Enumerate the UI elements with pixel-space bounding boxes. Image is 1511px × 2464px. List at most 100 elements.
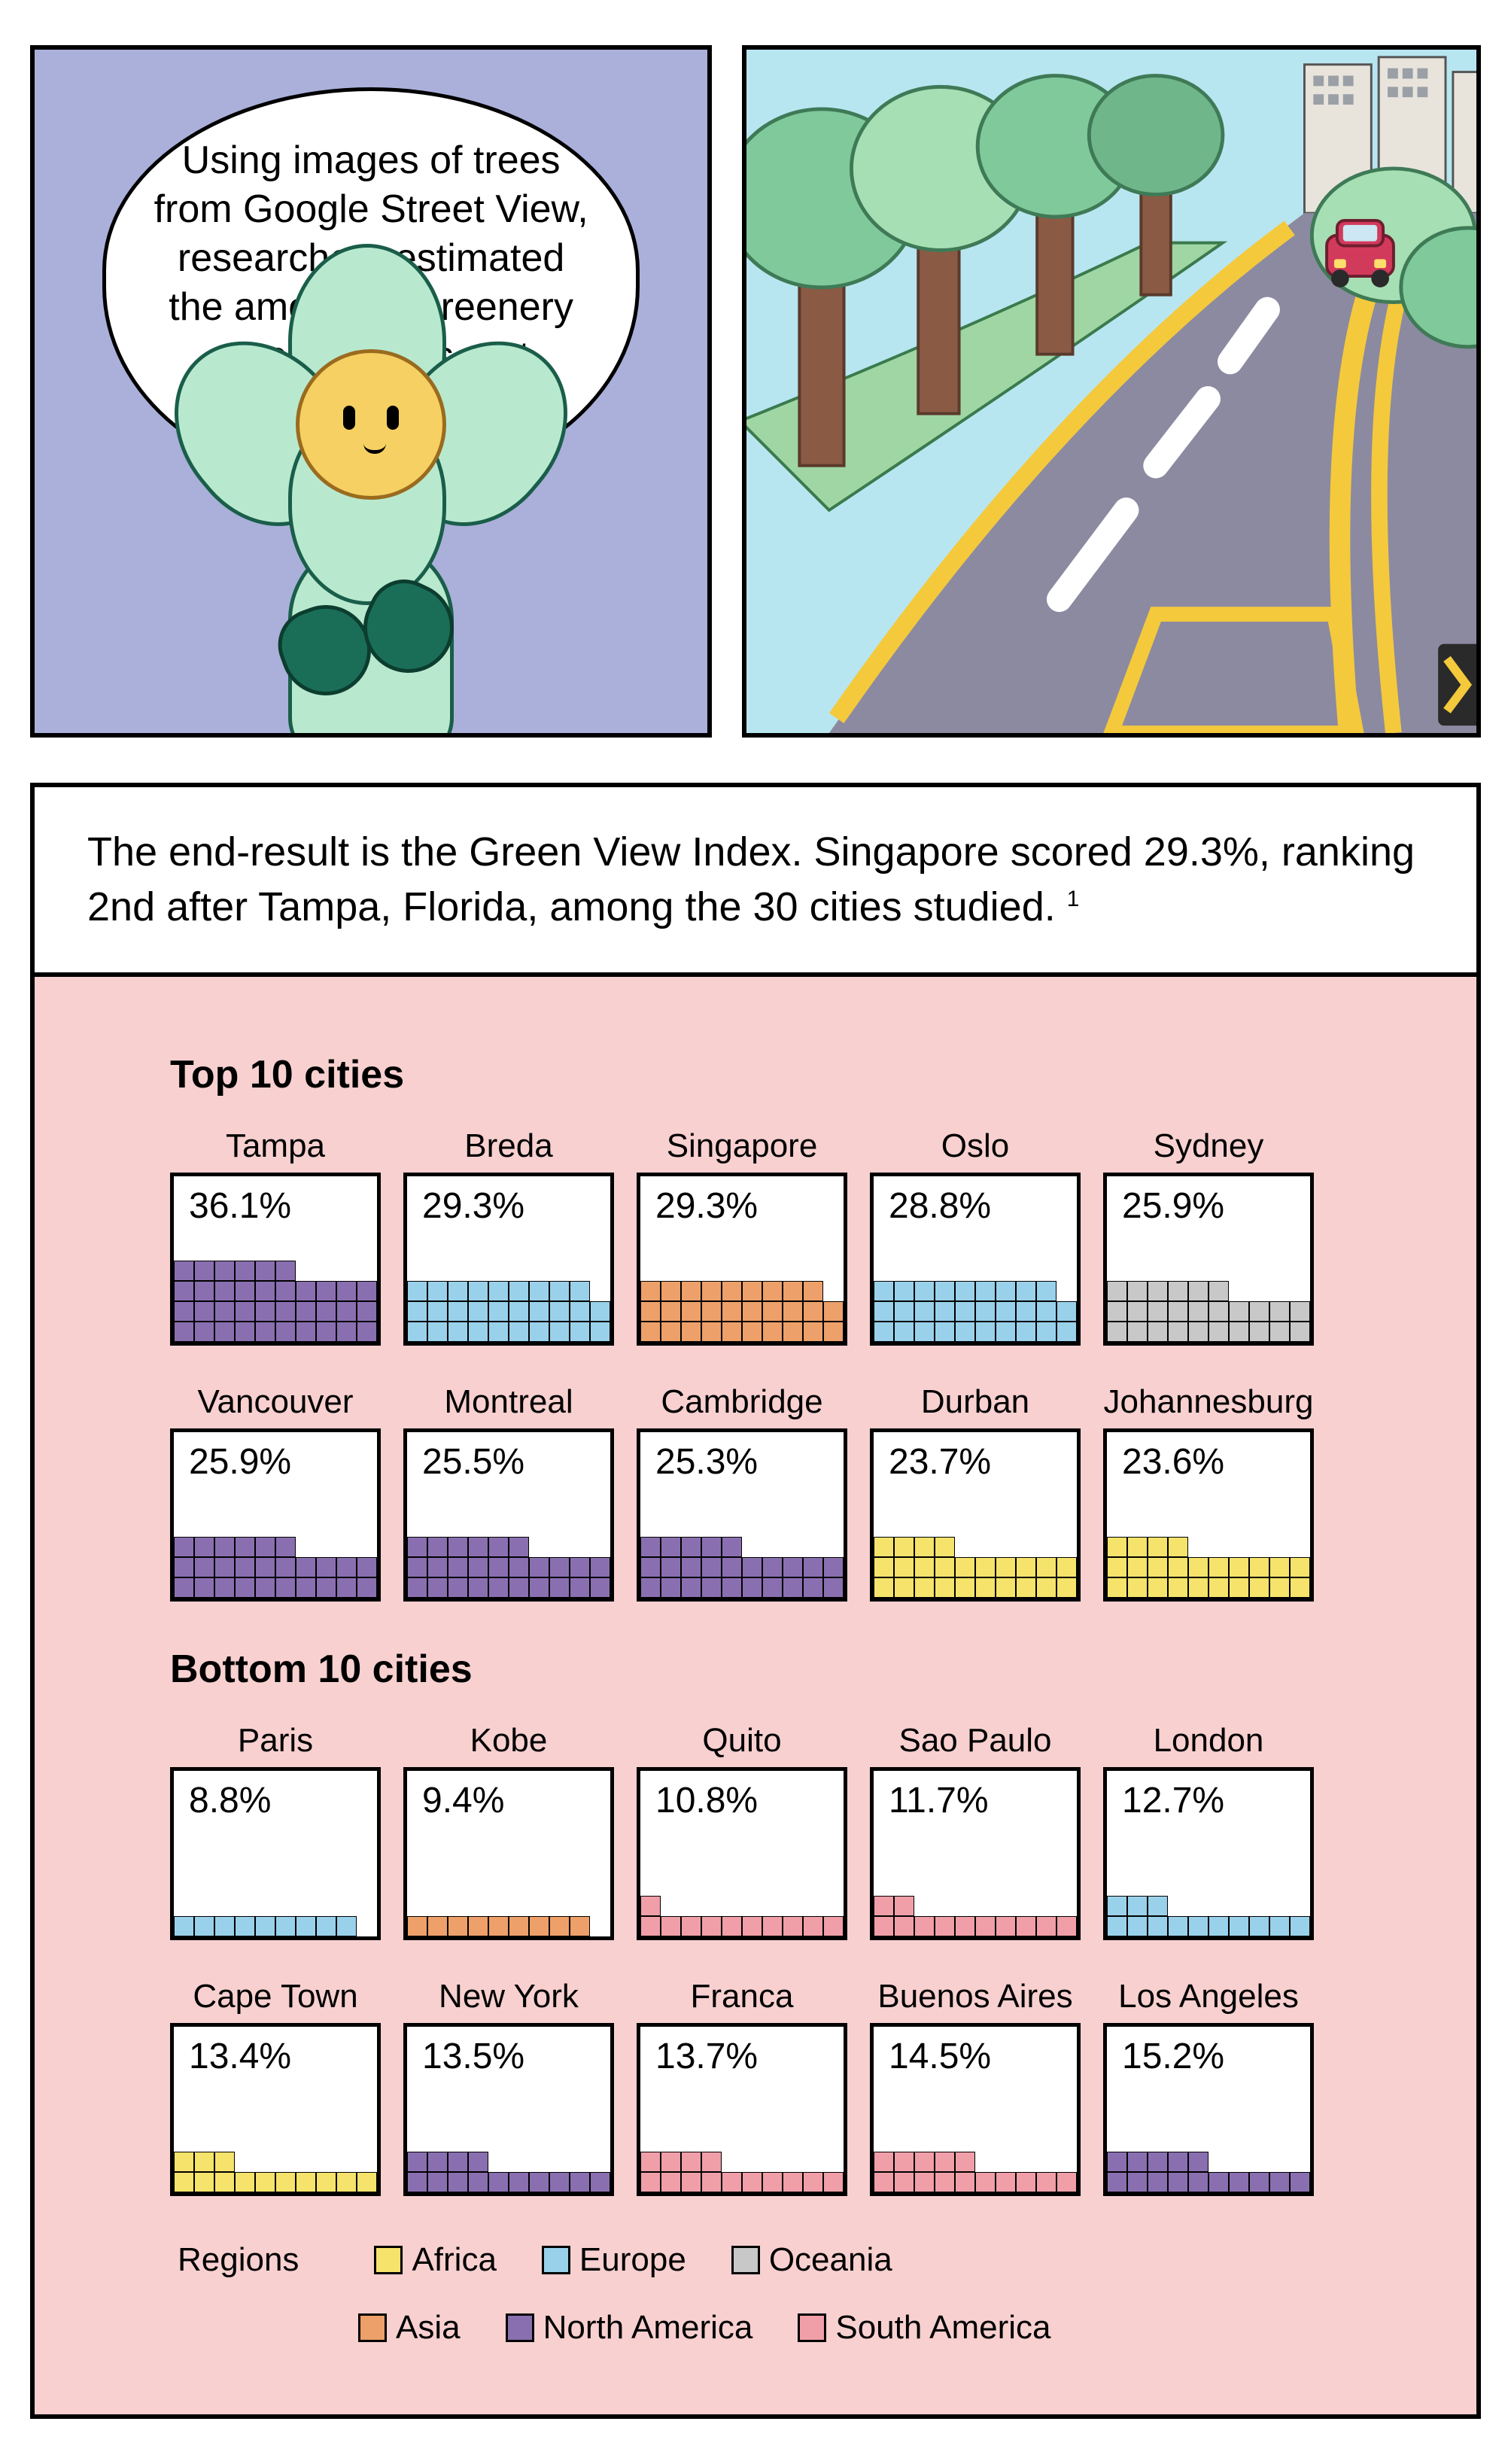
city-name: Kobe — [403, 1722, 614, 1760]
legend-item: Oceania — [731, 2241, 892, 2279]
city-box: 13.5% — [403, 2023, 614, 2196]
city-pct: 11.7% — [874, 1771, 1077, 1821]
legend-swatch — [798, 2313, 826, 2342]
city-name: Durban — [870, 1383, 1081, 1421]
city-card: Paris 8.8% — [170, 1722, 381, 1940]
city-name: Sydney — [1103, 1127, 1314, 1165]
city-name: Johannesburg — [1103, 1383, 1314, 1421]
city-pct: 29.3% — [640, 1176, 844, 1227]
city-box: 25.5% — [403, 1428, 614, 1602]
city-name: London — [1103, 1722, 1314, 1760]
city-name: Cape Town — [170, 1978, 381, 2015]
city-card: Kobe 9.4% — [403, 1722, 614, 1940]
city-box: 8.8% — [170, 1767, 381, 1940]
city-box: 25.9% — [170, 1428, 381, 1602]
city-card: New York13.5% — [403, 1978, 614, 2196]
city-box: 13.7% — [637, 2023, 847, 2196]
city-pct: 10.8% — [640, 1771, 844, 1821]
road-scene-svg — [746, 50, 1476, 733]
city-pct: 23.6% — [1107, 1432, 1310, 1483]
legend-swatch — [731, 2246, 760, 2274]
city-box: 23.7% — [870, 1428, 1081, 1602]
city-card: Johannesburg 23.6% — [1103, 1383, 1314, 1602]
city-box: 14.5% — [870, 2023, 1081, 2196]
city-box: 11.7% — [870, 1767, 1081, 1940]
city-pct: 15.2% — [1107, 2027, 1310, 2077]
city-card: Buenos Aires 14.5% — [870, 1978, 1081, 2196]
city-name: Quito — [637, 1722, 847, 1760]
city-pct: 23.7% — [874, 1432, 1077, 1483]
city-name: Oslo — [870, 1127, 1081, 1165]
comic-row: Using images of trees from Google Street… — [30, 45, 1481, 738]
city-name: Tampa — [170, 1127, 381, 1165]
city-card: Montreal 25.5% — [403, 1383, 614, 1602]
city-card: Cape Town 13.4% — [170, 1978, 381, 2196]
city-card: Los Angeles 15.2% — [1103, 1978, 1314, 2196]
city-card: Sao Paulo11.7% — [870, 1722, 1081, 1940]
city-name: Buenos Aires — [870, 1978, 1081, 2015]
caption-text: The end-result is the Green View Index. … — [87, 829, 1415, 929]
legend-item: South America — [798, 2309, 1050, 2347]
legend-item: Europe — [542, 2241, 686, 2279]
legend-label: North America — [543, 2309, 753, 2347]
city-pct: 12.7% — [1107, 1771, 1310, 1821]
city-pct: 28.8% — [874, 1176, 1077, 1227]
green-view-chart: Top 10 citiesTampa36.1%Breda29.3%Singapo… — [30, 972, 1481, 2419]
city-pct: 29.3% — [407, 1176, 610, 1227]
legend-swatch — [358, 2313, 387, 2342]
city-card: London 12.7% — [1103, 1722, 1314, 1940]
city-box: 25.9% — [1103, 1173, 1314, 1346]
legend-swatch — [506, 2313, 534, 2342]
city-card: Singapore 29.3% — [637, 1127, 847, 1346]
city-name: Paris — [170, 1722, 381, 1760]
city-card: Durban 23.7% — [870, 1383, 1081, 1602]
footnote-marker: 1 — [1067, 887, 1080, 911]
city-pct: 25.9% — [1107, 1176, 1310, 1227]
legend-title: Regions — [178, 2241, 299, 2279]
section-title: Bottom 10 cities — [170, 1647, 1341, 1692]
city-name: Singapore — [637, 1127, 847, 1165]
city-pct: 25.3% — [640, 1432, 844, 1483]
city-box: 36.1% — [170, 1173, 381, 1346]
city-box: 12.7% — [1103, 1767, 1314, 1940]
legend: Regions Africa Europe Oceania Asia North Amer… — [170, 2241, 1341, 2347]
comic-panel-road — [742, 45, 1481, 738]
legend-swatch — [542, 2246, 570, 2274]
city-box: 15.2% — [1103, 2023, 1314, 2196]
city-card: Cambridge 25.3% — [637, 1383, 847, 1602]
city-card: Franca 13.7% — [637, 1978, 847, 2196]
city-box: 23.6% — [1103, 1428, 1314, 1602]
comic-panel-character: Using images of trees from Google Street… — [30, 45, 712, 738]
city-card: Vancouver 25.9% — [170, 1383, 381, 1602]
city-name: Montreal — [403, 1383, 614, 1421]
city-pct: 13.7% — [640, 2027, 844, 2077]
flower-character — [213, 266, 529, 738]
legend-label: South America — [835, 2309, 1050, 2347]
city-grid: Tampa 36.1% Breda 29.3% Singapore 29.3% Oslo 28… — [170, 1127, 1341, 1602]
city-box: 29.3% — [403, 1173, 614, 1346]
city-box: 29.3% — [637, 1173, 847, 1346]
city-card: Tampa 36.1% — [170, 1127, 381, 1346]
city-pct: 25.5% — [407, 1432, 610, 1483]
section-title: Top 10 cities — [170, 1052, 1341, 1097]
legend-item: Asia — [358, 2309, 461, 2347]
city-box: 25.3% — [637, 1428, 847, 1602]
city-pct: 9.4% — [407, 1771, 610, 1821]
legend-label: Oceania — [769, 2241, 892, 2279]
legend-item: North America — [506, 2309, 753, 2347]
city-name: Vancouver — [170, 1383, 381, 1421]
city-card: Sydney 25.9% — [1103, 1127, 1314, 1346]
city-name: Franca — [637, 1978, 847, 2015]
legend-swatch — [374, 2246, 403, 2274]
legend-label: Africa — [412, 2241, 496, 2279]
city-pct: 36.1% — [174, 1176, 377, 1227]
city-name: Los Angeles — [1103, 1978, 1314, 2015]
city-box: 28.8% — [870, 1173, 1081, 1346]
city-box: 13.4% — [170, 2023, 381, 2196]
city-name: Cambridge — [637, 1383, 847, 1421]
city-box: 10.8% — [637, 1767, 847, 1940]
legend-label: Asia — [396, 2309, 461, 2347]
city-name: Breda — [403, 1127, 614, 1165]
city-pct: 25.9% — [174, 1432, 377, 1483]
city-grid: Paris 8.8% Kobe 9.4% Quito 10.8% Sao Paulo11.7… — [170, 1722, 1341, 2196]
